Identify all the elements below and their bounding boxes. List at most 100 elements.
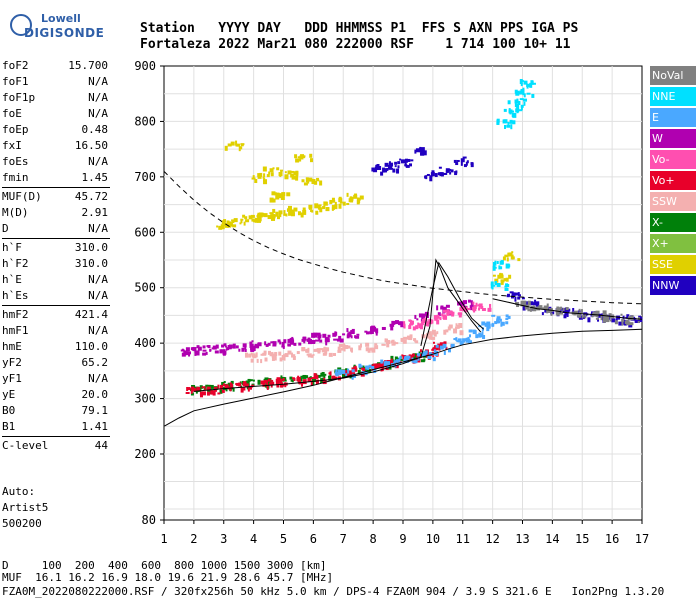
data-point-echo — [229, 222, 233, 227]
data-point-echo — [245, 219, 250, 223]
data-point-echo — [334, 204, 338, 210]
data-point-echo — [523, 300, 527, 304]
data-point-echo — [421, 315, 426, 321]
legend-item-ssw: SSW — [650, 192, 696, 211]
data-point-echo — [328, 372, 332, 375]
data-point-echo — [403, 321, 406, 327]
data-point-echo — [327, 334, 331, 338]
data-point-echo — [428, 352, 432, 356]
data-point-echo — [244, 383, 249, 388]
data-point-echo — [346, 328, 349, 333]
series-e — [334, 314, 511, 380]
data-point-echo — [418, 323, 422, 329]
data-point-echo — [480, 334, 483, 338]
data-point-echo — [305, 375, 309, 379]
data-point-echo — [366, 331, 370, 335]
data-point-echo — [221, 381, 225, 386]
data-point-echo — [200, 393, 204, 398]
data-point-echo — [298, 380, 302, 384]
data-point-echo — [437, 343, 441, 348]
data-point-echo — [266, 385, 269, 390]
data-point-echo — [408, 325, 412, 330]
data-point-echo — [445, 346, 448, 350]
data-point — [496, 282, 501, 287]
data-point-echo — [516, 304, 520, 308]
data-point-echo — [455, 162, 459, 166]
data-point-echo — [500, 266, 503, 270]
data-point — [209, 384, 214, 389]
data-point — [257, 342, 262, 347]
data-point — [418, 313, 423, 318]
data-point-echo — [399, 355, 402, 359]
data-point-echo — [232, 343, 236, 349]
data-point-echo — [367, 348, 371, 353]
data-point-echo — [415, 354, 418, 358]
data-point-echo — [421, 353, 425, 357]
data-point-echo — [384, 338, 387, 343]
param-label: yE — [2, 388, 16, 401]
data-point-echo — [275, 381, 279, 386]
data-point-echo — [202, 345, 206, 349]
param-value: N/A — [88, 372, 108, 385]
data-point-echo — [286, 208, 289, 212]
data-point-echo — [523, 93, 526, 98]
x-tick-label: 7 — [340, 532, 347, 546]
param-value: 1.45 — [81, 171, 109, 184]
data-point-echo — [296, 171, 299, 177]
x-tick-label: 8 — [370, 532, 377, 546]
data-point-echo — [433, 332, 437, 337]
data-point-echo — [359, 343, 362, 348]
data-point-echo — [279, 169, 283, 172]
data-point-echo — [242, 214, 246, 218]
data-point-echo — [357, 197, 361, 201]
data-point-echo — [273, 214, 276, 219]
data-point-echo — [546, 308, 549, 314]
data-point-echo — [309, 153, 313, 158]
data-point-echo — [507, 315, 511, 319]
data-point-echo — [218, 225, 223, 230]
data-point-echo — [320, 348, 324, 351]
data-point — [439, 342, 444, 347]
data-point-echo — [310, 380, 313, 386]
data-point-echo — [508, 108, 511, 113]
data-point-echo — [260, 359, 263, 364]
data-point-echo — [390, 355, 394, 361]
data-point — [520, 302, 525, 307]
data-point — [409, 320, 414, 325]
data-point — [278, 378, 283, 383]
data-point-echo — [415, 340, 419, 344]
data-point-echo — [281, 354, 284, 360]
data-point-echo — [180, 349, 185, 352]
data-point-echo — [280, 194, 285, 200]
data-point-echo — [326, 207, 330, 211]
data-point — [263, 213, 268, 218]
data-point-echo — [419, 349, 422, 353]
data-point-echo — [459, 307, 464, 312]
data-point-echo — [506, 293, 510, 297]
line-trace — [193, 258, 482, 392]
data-point-echo — [375, 328, 379, 334]
data-point-echo — [467, 299, 471, 303]
data-point-echo — [262, 381, 266, 387]
data-point-echo — [466, 160, 469, 164]
data-point-echo — [267, 342, 271, 346]
param-value: 1.41 — [81, 420, 109, 433]
data-point-echo — [280, 384, 285, 387]
data-point-echo — [516, 98, 519, 102]
data-point-echo — [297, 156, 300, 159]
data-point-echo — [346, 334, 350, 339]
data-point-echo — [332, 200, 336, 203]
data-point-echo — [232, 387, 235, 392]
y-tick-label: 200 — [134, 447, 156, 461]
data-point-echo — [263, 179, 268, 185]
data-point-echo — [417, 356, 420, 361]
data-point-echo — [216, 225, 219, 228]
y-tick-label: 80 — [142, 513, 156, 527]
data-point-echo — [240, 218, 244, 221]
data-point-echo — [384, 162, 389, 167]
data-point-echo — [534, 299, 537, 303]
data-point-echo — [194, 350, 197, 356]
data-point-echo — [311, 380, 315, 386]
data-point-echo — [220, 349, 224, 353]
param-value: 310.0 — [74, 241, 108, 254]
